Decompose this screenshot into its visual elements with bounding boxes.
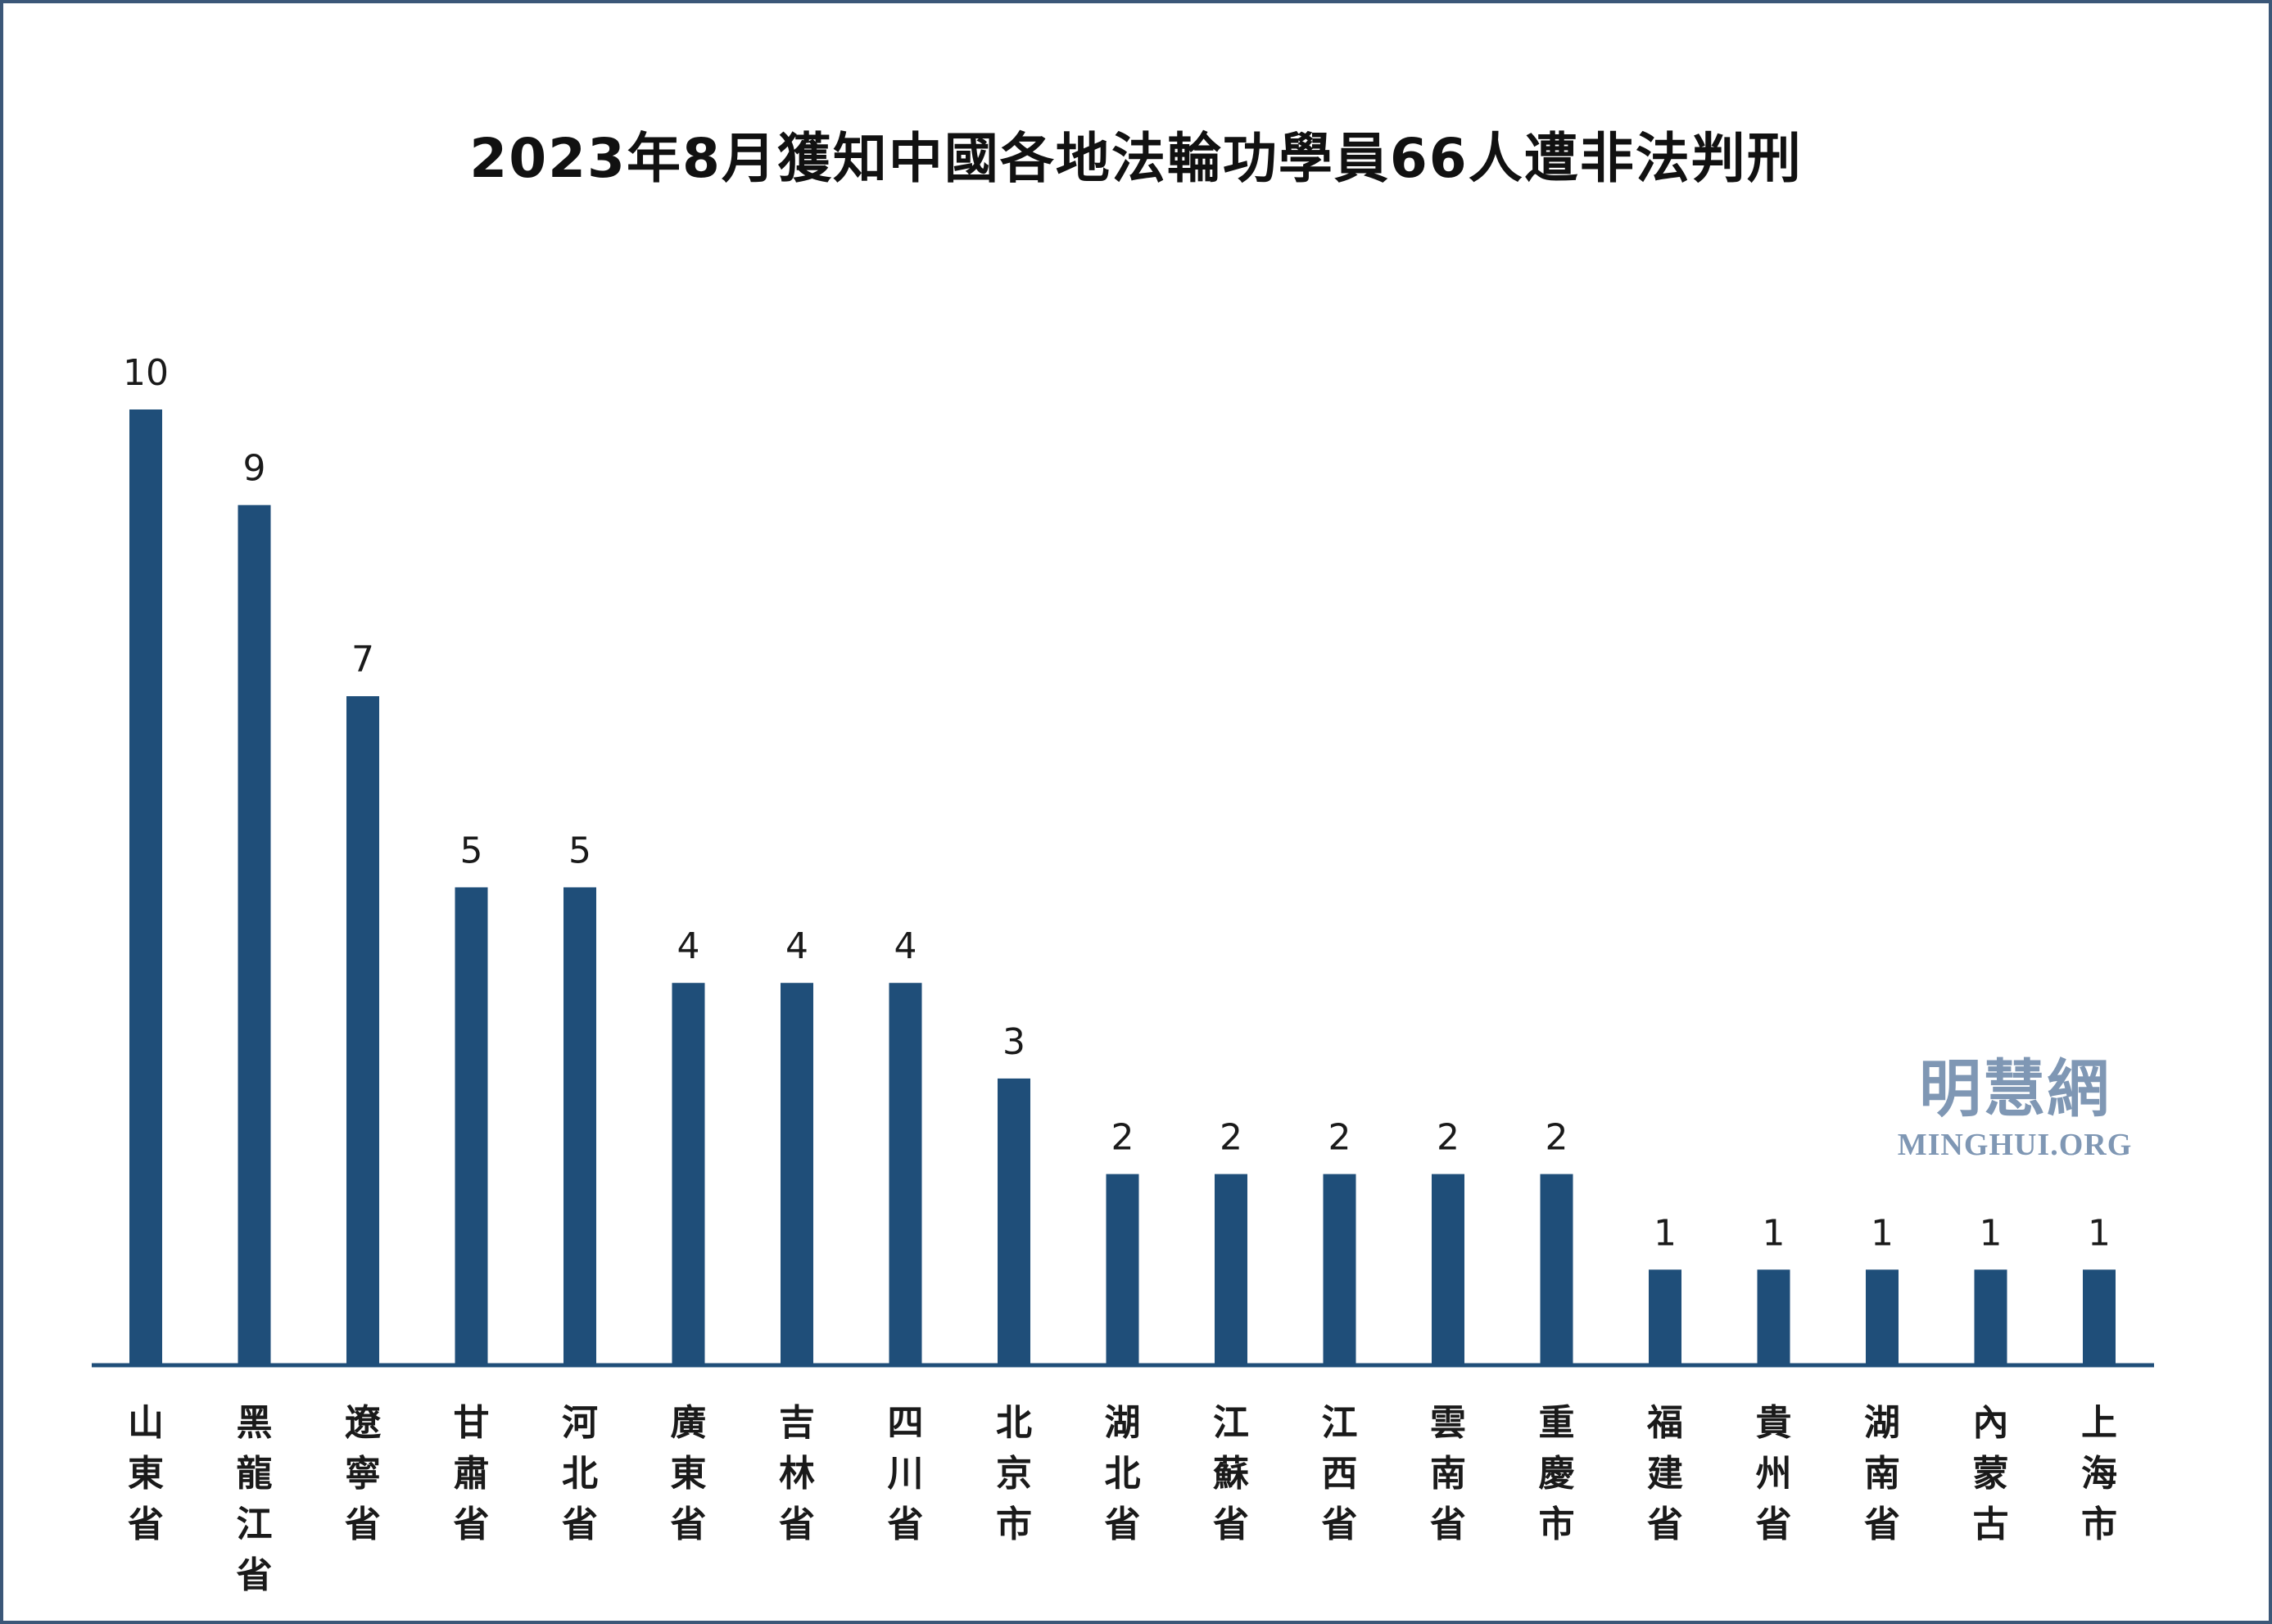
bar-value-label: 1 [1763, 1212, 1785, 1254]
bar-value-label: 1 [1654, 1212, 1677, 1254]
bar [1866, 1269, 1899, 1365]
bar [1540, 1174, 1573, 1365]
category-label: 山東省 [128, 1402, 164, 1545]
bar-value-label: 4 [677, 925, 700, 967]
bar-value-label: 5 [460, 830, 483, 872]
chart-title: 2023年8月獲知中國各地法輪功學員66人遭非法判刑 [469, 127, 1803, 190]
bar [1757, 1269, 1790, 1365]
category-label: 遼寧省 [345, 1402, 382, 1545]
bar [1106, 1174, 1139, 1365]
bar-value-label: 9 [243, 448, 266, 490]
category-label: 湖南省 [1864, 1402, 1900, 1545]
bar [1323, 1174, 1356, 1365]
bar [563, 887, 596, 1365]
bars-group [129, 409, 2116, 1366]
value-labels-group: 10 9 7 5 5 4 4 4 3 2 2 2 2 2 1 1 1 1 1 [123, 352, 2111, 1254]
category-label: 福建省 [1646, 1402, 1683, 1545]
bar-value-label: 4 [785, 925, 808, 967]
bar [1432, 1174, 1464, 1365]
category-label: 江西省 [1322, 1402, 1358, 1545]
bar-value-label: 1 [2088, 1212, 2111, 1254]
category-label: 黑龍江省 [237, 1402, 273, 1596]
bar [2083, 1269, 2116, 1365]
bar [1974, 1269, 2007, 1365]
bar-value-label: 2 [1220, 1117, 1242, 1159]
bar [1649, 1269, 1681, 1365]
bar-value-label: 2 [1437, 1117, 1460, 1159]
category-label: 甘肅省 [454, 1402, 490, 1545]
bar-value-label: 2 [1111, 1117, 1134, 1159]
category-label: 北京市 [996, 1402, 1032, 1545]
category-label: 四川省 [888, 1402, 924, 1545]
bar [455, 887, 488, 1365]
category-labels-group: 山東省 黑龍江省 遼寧省 甘肅省 河北省 廣東省 吉林省 四川省 北京市 湖北省 江蘇省 江西省 雲南省… [128, 1402, 2117, 1596]
category-label: 廣東省 [671, 1402, 707, 1545]
logo-english-text: MINGHUI.ORG [1897, 1127, 2133, 1162]
category-label: 湖北省 [1105, 1402, 1141, 1545]
bar [346, 696, 379, 1365]
bar-value-label: 1 [1871, 1212, 1894, 1254]
bar [129, 409, 162, 1365]
bar-value-label: 1 [1980, 1212, 2003, 1254]
category-label: 吉林省 [779, 1402, 815, 1545]
category-label: 內蒙古 [1973, 1402, 2009, 1545]
logo-chinese-text: 明慧網 [1919, 1052, 2111, 1125]
minghui-logo: 明慧網 MINGHUI.ORG [1876, 1056, 2154, 1163]
bar-value-label: 3 [1002, 1021, 1025, 1063]
category-label: 江蘇省 [1213, 1402, 1249, 1545]
bar [238, 504, 271, 1366]
bar-value-label: 7 [351, 639, 374, 681]
bar [1215, 1174, 1247, 1365]
bar-value-label: 2 [1328, 1117, 1351, 1159]
bar [781, 983, 813, 1365]
bar-value-label: 5 [568, 830, 591, 872]
category-label: 重慶市 [1539, 1402, 1575, 1545]
category-label: 貴州省 [1756, 1402, 1792, 1545]
bar [998, 1078, 1030, 1365]
category-label: 上海市 [2081, 1402, 2117, 1545]
bar-value-label: 2 [1546, 1117, 1568, 1159]
bar-value-label: 10 [123, 352, 169, 394]
category-label: 雲南省 [1430, 1402, 1466, 1545]
category-label: 河北省 [562, 1402, 598, 1545]
bar-value-label: 4 [894, 925, 917, 967]
bar [889, 983, 922, 1365]
bar [672, 983, 705, 1365]
